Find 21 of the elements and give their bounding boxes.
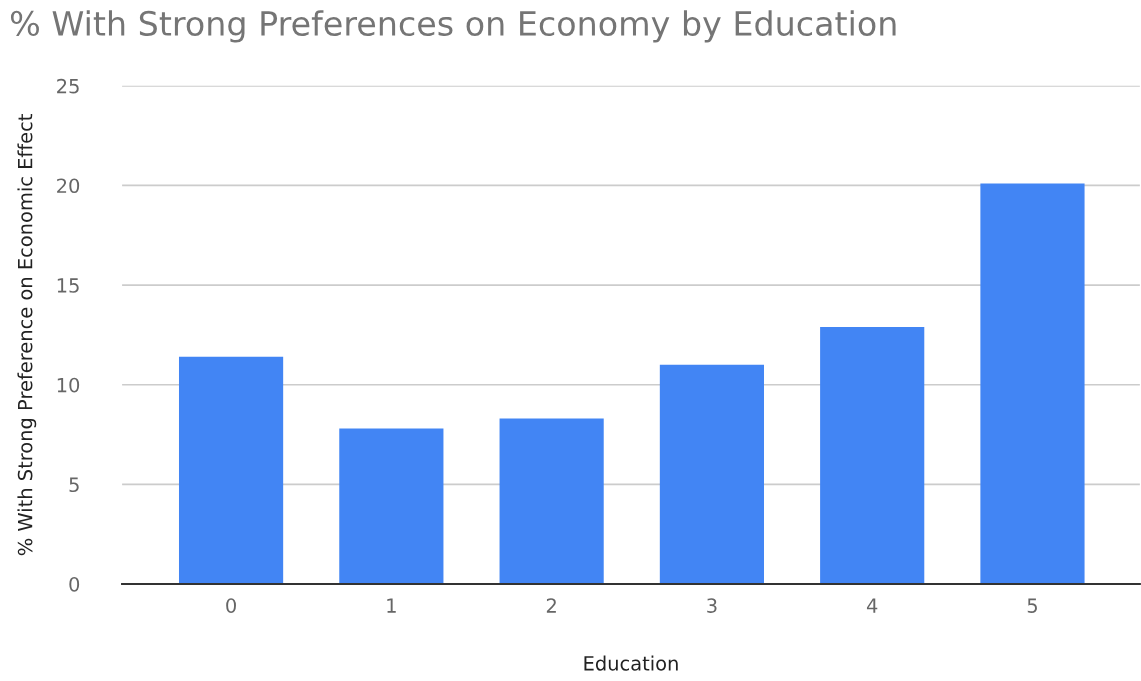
bar [178, 356, 284, 585]
y-tick-label: 5 [69, 477, 79, 493]
x-axis-title: Education [584, 655, 678, 671]
x-tick-label: 4 [866, 598, 878, 613]
y-tick-label: 0 [69, 576, 80, 592]
y-tick-label: 15 [57, 278, 79, 293]
bar [659, 364, 764, 585]
chart-title: % With Strong Preferences on Economy by Education [10, 10, 896, 43]
x-tick-label: 0 [226, 598, 236, 613]
y-axis-title: % With Strong Preference on Economic Effect [17, 114, 37, 556]
x-tick-label: 1 [387, 598, 396, 613]
bar [339, 428, 444, 585]
y-tick-label: 25 [57, 78, 79, 94]
y-tick-label: 20 [57, 178, 80, 194]
bar [980, 183, 1085, 585]
y-tick-label: 10 [57, 377, 80, 393]
x-tick-label: 3 [707, 598, 717, 613]
bar [820, 326, 925, 585]
x-tick-label: 5 [1027, 598, 1037, 613]
bar [499, 418, 604, 585]
x-tick-label: 2 [546, 598, 556, 613]
